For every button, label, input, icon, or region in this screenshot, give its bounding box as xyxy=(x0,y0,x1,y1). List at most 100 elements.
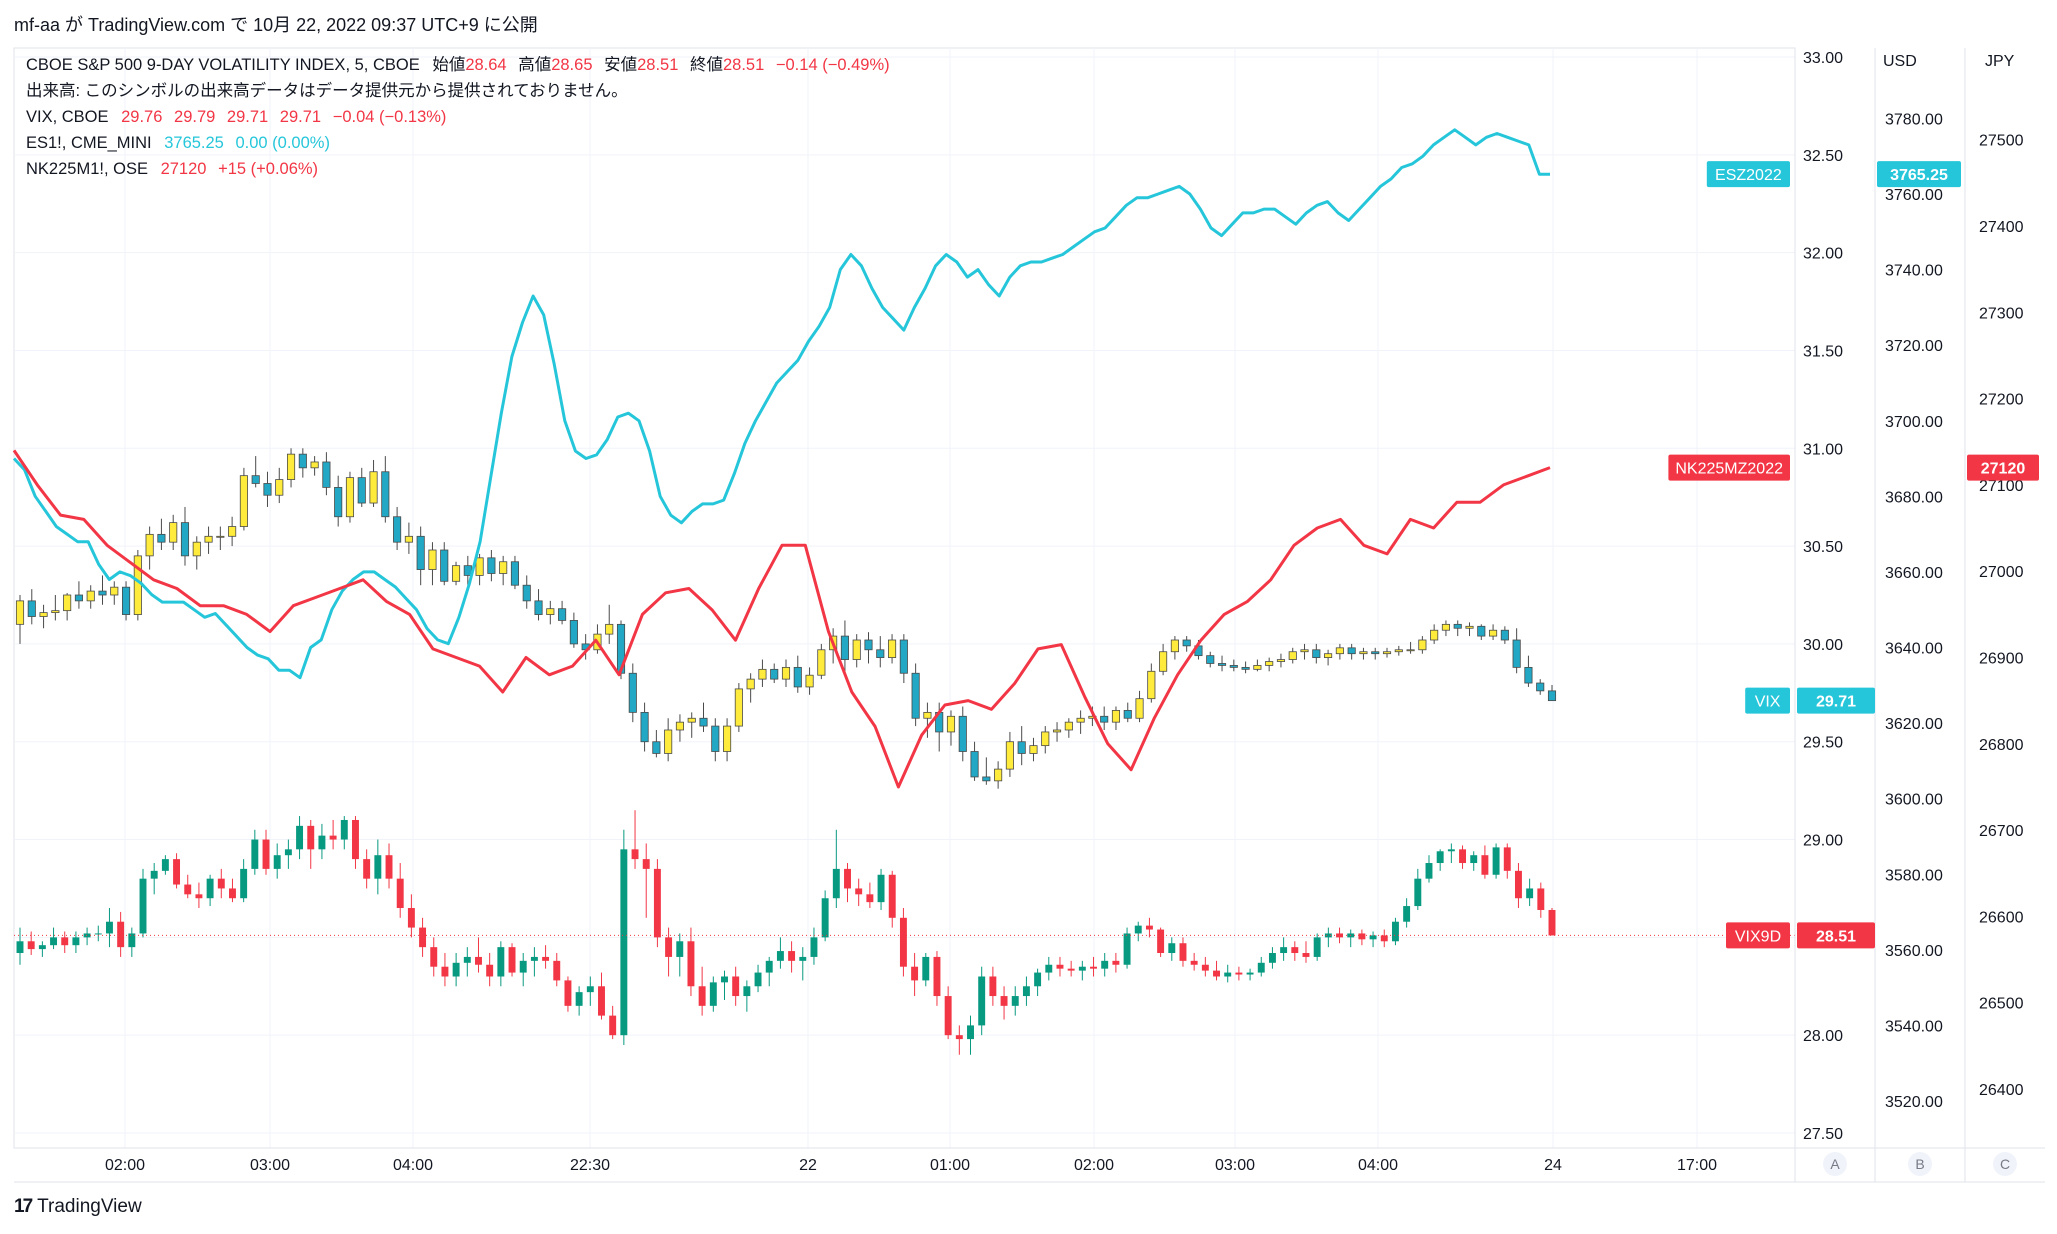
scale-button-label: B xyxy=(1915,1156,1924,1172)
vix9d-candle xyxy=(1492,843,1500,879)
candle-body xyxy=(776,951,784,961)
vix9d-candle xyxy=(1459,845,1467,869)
candle-body xyxy=(393,516,402,543)
vix9d-candle xyxy=(307,819,315,869)
vix9d-candle xyxy=(94,925,102,942)
vix-candle xyxy=(899,634,908,684)
scale-button-b[interactable]: B xyxy=(1908,1152,1932,1176)
candle-body xyxy=(1547,690,1557,702)
vix9d-candle xyxy=(173,853,181,889)
footer-brand[interactable]: 17 TradingView xyxy=(14,1196,142,1218)
scale-a-tick: 33.00 xyxy=(1803,50,1843,67)
vix9d-candle xyxy=(161,855,169,875)
candle-body xyxy=(1159,651,1168,672)
jpy-tick: 26900 xyxy=(1979,651,2024,668)
vix9d-candle xyxy=(206,874,214,907)
vix-candle xyxy=(1111,706,1121,730)
vix-candle xyxy=(86,585,95,609)
vix9d-candle xyxy=(978,966,986,1036)
candle-body xyxy=(709,982,717,1006)
vix9d-candle xyxy=(844,863,851,903)
candle-body xyxy=(216,535,225,538)
candle-body xyxy=(1512,639,1521,668)
vix-candle xyxy=(605,604,614,644)
badge-vix-value: 29.71 xyxy=(1816,694,1856,711)
vix-candle xyxy=(793,655,802,693)
badge-nk-value-bg xyxy=(1967,454,2039,481)
candle-body xyxy=(546,608,555,615)
vix-candle xyxy=(1524,655,1533,687)
candle-body xyxy=(832,868,840,899)
vix9d-candle xyxy=(1101,953,1109,977)
candle-body xyxy=(340,819,348,840)
vix-candle xyxy=(805,667,814,695)
vix9d-candle xyxy=(1324,927,1332,948)
jpy-tick: 26700 xyxy=(1979,823,2024,840)
vix-candle xyxy=(487,550,496,582)
vix-candle xyxy=(1170,636,1179,660)
jpy-header: JPY xyxy=(1985,53,2015,70)
vix9d-candle xyxy=(1336,927,1343,944)
vix-candle xyxy=(1500,626,1509,644)
candle-body xyxy=(381,471,390,518)
vix9d-candle xyxy=(1190,953,1198,971)
badge-vix-value-bg xyxy=(1797,687,1875,714)
candle-body xyxy=(805,674,814,688)
candle-body xyxy=(1100,715,1109,723)
vix9d-candle xyxy=(1034,968,1042,997)
scale-button-c[interactable]: C xyxy=(1993,1152,2017,1176)
vix9d-candle xyxy=(1347,929,1355,948)
usd-tick: 3760.00 xyxy=(1885,187,1943,204)
vix-candle xyxy=(864,632,873,664)
scale-button-a[interactable]: A xyxy=(1823,1152,1847,1176)
candle-body xyxy=(262,839,270,869)
vix9d-candle xyxy=(1391,917,1399,946)
vix-candle xyxy=(216,526,225,551)
scale-button-bg xyxy=(1823,1152,1847,1176)
vix-candle xyxy=(699,702,708,732)
vix-candle xyxy=(1465,622,1474,637)
vix-candle xyxy=(958,706,967,762)
candle-body xyxy=(732,976,740,997)
candle-body xyxy=(1011,996,1019,1006)
badge-vix9d-value: 28.51 xyxy=(1816,928,1856,945)
candle-body xyxy=(1235,972,1243,975)
candle-body xyxy=(1179,943,1187,961)
candle-body xyxy=(251,839,259,869)
vix-candle xyxy=(345,471,355,523)
badge-vix: VIX 29.71 xyxy=(1745,687,1875,714)
candle-body xyxy=(1147,670,1156,700)
vix9d-candle xyxy=(1056,956,1064,977)
vix-candle xyxy=(475,553,484,586)
badge-vix9d-name: VIX9D xyxy=(1735,928,1781,945)
vix9d-candle xyxy=(352,816,359,869)
candle-body xyxy=(1170,639,1179,653)
candle-body xyxy=(334,486,343,518)
legend-vix-label: VIX, CBOE xyxy=(26,108,109,126)
vix-candle xyxy=(451,561,461,586)
vix9d-candle xyxy=(743,980,751,1012)
candle-body xyxy=(1369,935,1377,940)
candle-body xyxy=(161,859,169,871)
candle-body xyxy=(173,859,181,885)
scale-a-tick: 30.00 xyxy=(1803,637,1843,654)
vix9d-candle xyxy=(1145,917,1153,938)
vix9d-candle xyxy=(38,941,46,957)
candle-body xyxy=(1135,698,1144,719)
candle-body xyxy=(419,927,427,948)
candle-body xyxy=(441,966,449,977)
candle-body xyxy=(620,849,628,1036)
x-tick: 22:30 xyxy=(570,1157,610,1174)
candle-body xyxy=(475,557,484,576)
vix-candle xyxy=(746,673,755,703)
vix-candle xyxy=(640,702,649,752)
legend-vix-l: 29.71 xyxy=(226,108,269,126)
vix9d-candle xyxy=(810,927,818,965)
candle-body xyxy=(122,586,131,615)
candle-body xyxy=(487,557,496,574)
candle-body xyxy=(486,964,494,977)
candle-body xyxy=(139,878,147,934)
vix-candle xyxy=(840,620,849,674)
jpy-tick: 27200 xyxy=(1979,392,2024,409)
